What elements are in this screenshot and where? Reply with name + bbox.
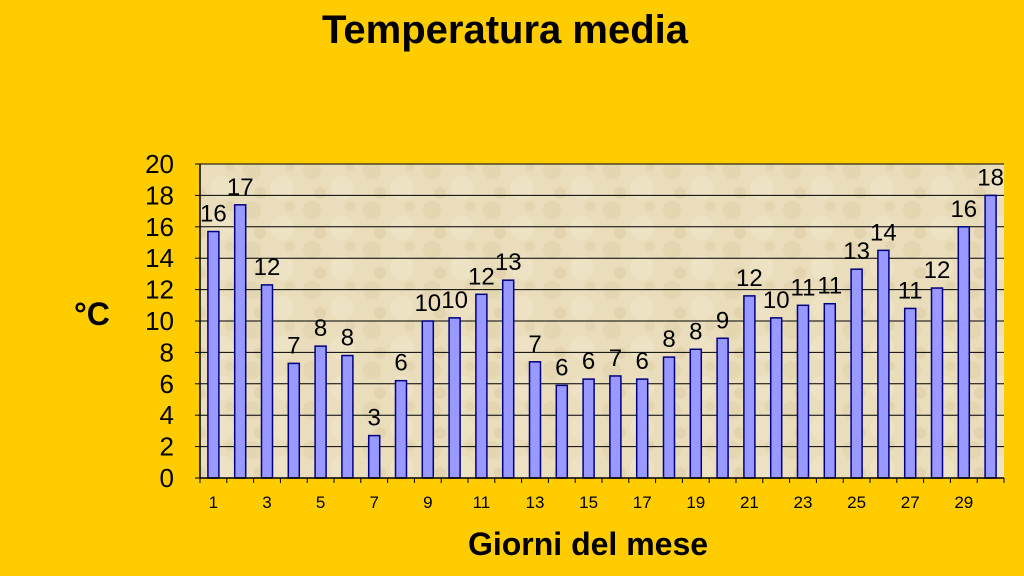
x-tick-label: 21: [740, 493, 759, 512]
data-label: 7: [609, 345, 622, 372]
data-label: 8: [341, 325, 354, 352]
x-tick-label: 29: [954, 493, 973, 512]
data-label: 6: [636, 348, 649, 375]
data-label: 9: [716, 307, 729, 334]
bar-day-11: [475, 293, 488, 479]
bar-day-2: [233, 204, 247, 479]
y-tick-label: 20: [145, 149, 174, 179]
x-tick-label: 17: [633, 493, 652, 512]
x-tick-label: 11: [473, 493, 491, 512]
data-label: 10: [763, 287, 790, 314]
bar-day-26: [877, 249, 890, 479]
bar-day-9: [421, 320, 435, 479]
bar-day-27: [903, 307, 917, 479]
bar-day-19: [689, 348, 703, 479]
bar-day-20: [716, 337, 729, 479]
bar-day-21: [743, 295, 756, 479]
data-label: 11: [791, 274, 816, 301]
data-label: 16: [200, 201, 227, 228]
bar-day-18: [662, 356, 676, 479]
x-tick-label: 13: [526, 493, 545, 512]
y-axis-title: °C: [74, 296, 110, 332]
x-tick-label: 3: [262, 493, 271, 512]
data-label: 18: [977, 164, 1004, 191]
data-label: 6: [555, 354, 568, 381]
data-label: 8: [689, 318, 702, 345]
x-tick-label: 25: [847, 493, 866, 512]
data-label: 17: [227, 174, 254, 201]
y-tick-label: 10: [145, 306, 174, 336]
y-tick-label: 6: [160, 369, 174, 399]
data-label: 11: [898, 277, 923, 304]
data-label: 13: [495, 249, 522, 276]
bar-day-30: [984, 194, 997, 479]
x-tick-label: 1: [209, 493, 218, 512]
y-tick-label: 2: [160, 432, 174, 462]
bar-day-12: [501, 279, 515, 479]
data-label: 13: [843, 238, 870, 265]
data-label: 12: [254, 254, 281, 281]
bar-day-15: [582, 378, 595, 479]
data-label: 16: [950, 196, 977, 223]
data-label: 10: [441, 287, 468, 314]
data-label: 12: [924, 257, 951, 284]
data-label: 12: [736, 265, 763, 292]
x-tick-label: 23: [794, 493, 813, 512]
bar-day-4: [287, 362, 301, 479]
bar-day-8: [394, 379, 408, 479]
data-label: 7: [528, 331, 541, 358]
bar-day-24: [823, 302, 837, 479]
bar-day-13: [528, 361, 542, 479]
bar-day-1: [207, 230, 220, 479]
data-label: 10: [414, 290, 441, 317]
y-tick-label: 4: [160, 400, 174, 430]
x-tick-label: 9: [423, 493, 432, 512]
x-tick-label: 19: [686, 493, 705, 512]
data-label: 8: [662, 326, 675, 353]
y-tick-label: 8: [160, 337, 174, 367]
bar-day-25: [850, 268, 863, 479]
data-label: 7: [287, 332, 300, 359]
y-tick-label: 0: [160, 463, 174, 493]
x-tick-label: 15: [579, 493, 598, 512]
bar-day-7: [367, 434, 381, 479]
bar-day-28: [930, 287, 944, 479]
bar-day-29: [957, 226, 971, 479]
bar-day-17: [635, 378, 649, 479]
bar-day-3: [260, 284, 274, 479]
bar-day-10: [448, 317, 461, 479]
x-tick-label: 7: [369, 493, 378, 512]
data-label: 6: [582, 348, 595, 375]
data-label: 11: [817, 273, 842, 300]
data-label: 3: [368, 405, 381, 432]
bar-day-5: [314, 345, 327, 479]
data-label: 6: [394, 350, 407, 377]
bar-day-14: [555, 384, 569, 479]
x-axis-title: Giorni del mese: [467, 526, 709, 562]
bar-day-23: [796, 304, 810, 479]
x-tick-label: 27: [901, 493, 920, 512]
bar-day-22: [769, 317, 783, 479]
chart-title: Temperatura media: [321, 8, 689, 52]
data-label: 14: [870, 219, 897, 246]
y-tick-label: 14: [145, 243, 174, 273]
data-label: 8: [314, 315, 327, 342]
bar-day-6: [341, 354, 354, 479]
bar-day-16: [609, 375, 622, 479]
x-tick-label: 5: [316, 493, 325, 512]
y-tick-label: 18: [145, 180, 174, 210]
y-tick-label: 12: [145, 275, 174, 305]
y-tick-label: 16: [145, 212, 174, 242]
data-label: 12: [468, 263, 495, 290]
